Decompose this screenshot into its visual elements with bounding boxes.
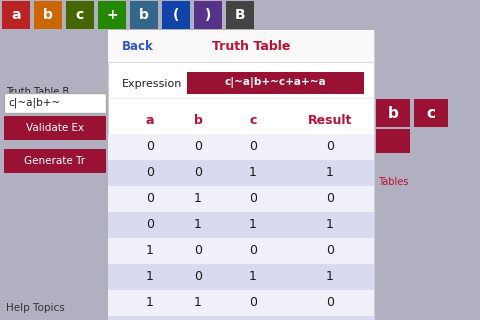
Text: 0: 0 [249,244,257,258]
Bar [66,1,94,29]
Text: c|~a|b+~: c|~a|b+~ [8,98,60,108]
Text: 0: 0 [194,166,202,180]
Text: 1: 1 [146,270,154,284]
Text: 1: 1 [249,219,257,231]
Text: Tables: Tables [378,177,408,187]
Text: (: ( [173,8,179,22]
Bar [2,1,30,29]
Text: 1: 1 [326,219,334,231]
Text: 1: 1 [194,193,202,205]
FancyBboxPatch shape [376,129,410,153]
FancyBboxPatch shape [4,116,106,140]
FancyBboxPatch shape [108,30,374,320]
FancyBboxPatch shape [414,99,448,127]
FancyBboxPatch shape [376,99,410,127]
Text: b: b [43,8,53,22]
Bar [108,30,374,62]
Text: B: B [235,8,245,22]
Text: 0: 0 [194,244,202,258]
Bar [194,1,222,29]
Text: 0: 0 [249,140,257,154]
Text: a: a [146,114,154,126]
Text: 0: 0 [146,219,154,231]
Text: 1: 1 [326,166,334,180]
FancyBboxPatch shape [4,93,106,113]
Text: b: b [193,114,203,126]
Text: 1: 1 [194,297,202,309]
FancyBboxPatch shape [187,72,364,94]
Text: Truth Table B: Truth Table B [6,87,69,97]
Text: 0: 0 [249,193,257,205]
Text: 0: 0 [326,140,334,154]
Bar [108,160,374,186]
Text: ): ) [205,8,211,22]
Text: 0: 0 [326,193,334,205]
Bar [98,1,126,29]
Text: Back: Back [122,39,154,52]
Bar [162,1,190,29]
Text: Validate Ex: Validate Ex [26,123,84,133]
Text: b: b [387,106,398,121]
Bar [108,134,374,160]
Text: 1: 1 [194,219,202,231]
Bar [34,1,62,29]
Text: c: c [249,114,257,126]
Text: +: + [106,8,118,22]
Text: 0: 0 [326,244,334,258]
Text: 0: 0 [194,140,202,154]
Text: Expression: Expression [122,79,182,89]
Text: c: c [76,8,84,22]
Text: a: a [11,8,21,22]
Text: Generate Tr: Generate Tr [24,156,85,166]
Text: 1: 1 [249,270,257,284]
Text: Help Topics: Help Topics [6,303,65,313]
Text: 0: 0 [146,193,154,205]
Text: 1: 1 [146,297,154,309]
Bar [130,1,158,29]
Text: 0: 0 [146,166,154,180]
Bar [108,316,374,320]
Text: 1: 1 [326,270,334,284]
Text: c|~a|b+~c+a+~a: c|~a|b+~c+a+~a [225,77,326,89]
Text: Result: Result [308,114,352,126]
FancyBboxPatch shape [4,149,106,173]
Bar [0,30,110,320]
Text: b: b [139,8,149,22]
Bar [108,290,374,316]
Text: 0: 0 [326,297,334,309]
Bar [226,1,254,29]
Text: 0: 0 [249,297,257,309]
Text: 0: 0 [146,140,154,154]
Bar [108,212,374,238]
Text: c: c [427,106,435,121]
Bar [375,30,480,320]
Text: 0: 0 [194,270,202,284]
Bar [108,186,374,212]
Text: 1: 1 [249,166,257,180]
Text: Truth Table: Truth Table [212,39,290,52]
Bar [108,264,374,290]
Text: 1: 1 [146,244,154,258]
Bar [108,238,374,264]
